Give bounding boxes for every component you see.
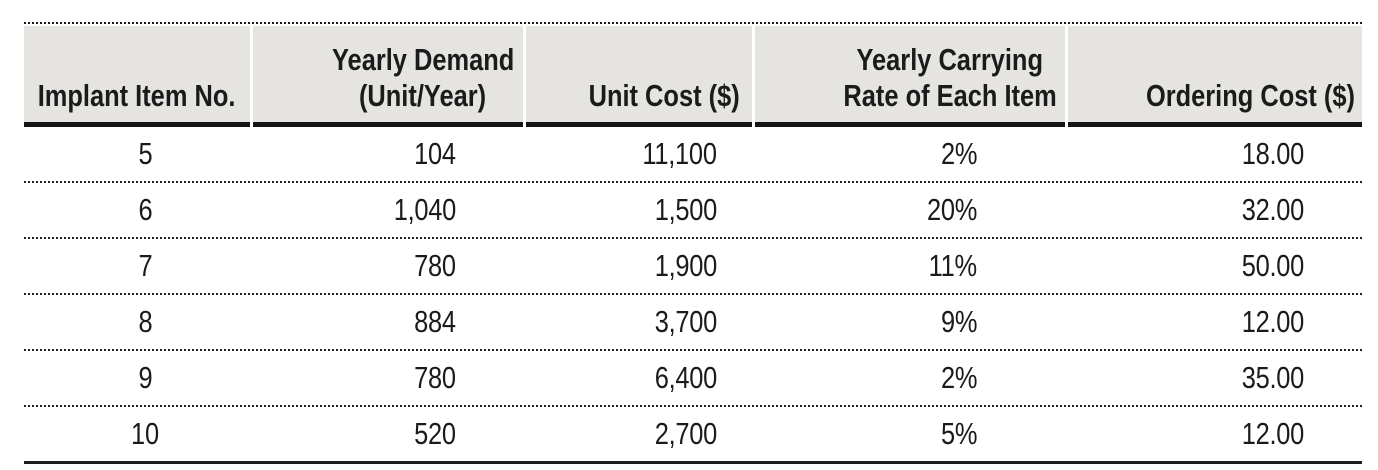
header-cell-unit-cost: Unit Cost ($) bbox=[526, 26, 752, 127]
cell-implant-item-no: 10 bbox=[24, 407, 250, 461]
cell-ordering-cost: 12.00 bbox=[1068, 407, 1362, 461]
cell-value: 1,500 bbox=[654, 192, 718, 227]
cell-unit-cost: 11,100 bbox=[526, 127, 752, 181]
cell-yearly-demand: 780 bbox=[253, 351, 523, 405]
cell-value: 9 bbox=[138, 360, 152, 395]
cell-value: 35.00 bbox=[1241, 360, 1305, 395]
cell-yearly-demand: 884 bbox=[253, 295, 523, 349]
header-label-line2: (Unit/Year) bbox=[359, 78, 487, 113]
cell-value: 780 bbox=[414, 248, 456, 283]
cell-yearly-demand: 104 bbox=[253, 127, 523, 181]
cell-implant-item-no: 5 bbox=[24, 127, 250, 181]
cell-value: 104 bbox=[414, 136, 456, 171]
cell-unit-cost: 1,500 bbox=[526, 183, 752, 237]
cell-value: 6,400 bbox=[654, 360, 718, 395]
cell-value: 12.00 bbox=[1241, 416, 1305, 451]
header-label-line2: Rate of Each Item bbox=[843, 78, 1057, 113]
cell-value: 2% bbox=[940, 360, 978, 395]
cell-ordering-cost: 12.00 bbox=[1068, 295, 1362, 349]
cell-value: 9% bbox=[940, 304, 978, 339]
cell-value: 10 bbox=[131, 416, 159, 451]
cell-ordering-cost: 32.00 bbox=[1068, 183, 1362, 237]
header-cell-carrying-rate: Yearly Carrying Rate of Each Item bbox=[755, 26, 1065, 127]
cell-carrying-rate: 5% bbox=[755, 407, 1065, 461]
cell-value: 18.00 bbox=[1241, 136, 1305, 171]
table-body: 5 104 11,100 2% 18.00 6 1,040 1,500 20% … bbox=[24, 127, 1362, 464]
cell-yearly-demand: 1,040 bbox=[253, 183, 523, 237]
cell-value: 7 bbox=[138, 248, 152, 283]
cell-value: 884 bbox=[414, 304, 456, 339]
cell-unit-cost: 2,700 bbox=[526, 407, 752, 461]
cell-value: 5% bbox=[940, 416, 978, 451]
cell-implant-item-no: 8 bbox=[24, 295, 250, 349]
cell-yearly-demand: 780 bbox=[253, 239, 523, 293]
cell-value: 11,100 bbox=[642, 136, 718, 171]
cell-value: 3,700 bbox=[654, 304, 718, 339]
table-row: 7 780 1,900 11% 50.00 bbox=[24, 239, 1362, 295]
cell-value: 20% bbox=[926, 192, 977, 227]
cell-value: 5 bbox=[138, 136, 152, 171]
header-cell-ordering-cost: Ordering Cost ($) bbox=[1068, 26, 1362, 127]
cell-carrying-rate: 2% bbox=[755, 351, 1065, 405]
cell-value: 2,700 bbox=[654, 416, 718, 451]
cell-value: 11% bbox=[928, 248, 978, 283]
table-row: 6 1,040 1,500 20% 32.00 bbox=[24, 183, 1362, 239]
header-label-line1: Yearly Demand bbox=[331, 42, 515, 77]
cell-implant-item-no: 9 bbox=[24, 351, 250, 405]
cell-value: 50.00 bbox=[1241, 248, 1305, 283]
table-row: 5 104 11,100 2% 18.00 bbox=[24, 127, 1362, 183]
cell-unit-cost: 6,400 bbox=[526, 351, 752, 405]
header-cell-implant-item-no: Implant Item No. bbox=[24, 26, 250, 127]
cell-carrying-rate: 11% bbox=[755, 239, 1065, 293]
cell-carrying-rate: 9% bbox=[755, 295, 1065, 349]
header-cell-yearly-demand: Yearly Demand (Unit/Year) bbox=[253, 26, 523, 127]
cell-carrying-rate: 20% bbox=[755, 183, 1065, 237]
table-row: 9 780 6,400 2% 35.00 bbox=[24, 351, 1362, 407]
cell-value: 1,900 bbox=[654, 248, 718, 283]
cell-value: 12.00 bbox=[1241, 304, 1305, 339]
cell-value: 32.00 bbox=[1241, 192, 1305, 227]
cell-ordering-cost: 50.00 bbox=[1068, 239, 1362, 293]
cell-value: 6 bbox=[138, 192, 152, 227]
data-table: Implant Item No. Yearly Demand (Unit/Yea… bbox=[24, 22, 1362, 464]
cell-carrying-rate: 2% bbox=[755, 127, 1065, 181]
table-row: 8 884 3,700 9% 12.00 bbox=[24, 295, 1362, 351]
header-label: Implant Item No. bbox=[38, 78, 236, 113]
cell-implant-item-no: 7 bbox=[24, 239, 250, 293]
table-row: 10 520 2,700 5% 12.00 bbox=[24, 407, 1362, 464]
cell-unit-cost: 3,700 bbox=[526, 295, 752, 349]
cell-unit-cost: 1,900 bbox=[526, 239, 752, 293]
cell-ordering-cost: 18.00 bbox=[1068, 127, 1362, 181]
table-header-row: Implant Item No. Yearly Demand (Unit/Yea… bbox=[24, 22, 1362, 127]
header-label-line1: Yearly Carrying bbox=[856, 42, 1044, 77]
header-label: Ordering Cost ($) bbox=[1145, 78, 1355, 113]
cell-value: 780 bbox=[414, 360, 456, 395]
cell-value: 520 bbox=[414, 416, 456, 451]
cell-value: 1,040 bbox=[393, 192, 457, 227]
cell-implant-item-no: 6 bbox=[24, 183, 250, 237]
cell-yearly-demand: 520 bbox=[253, 407, 523, 461]
header-label: Unit Cost ($) bbox=[588, 78, 740, 113]
cell-value: 8 bbox=[138, 304, 152, 339]
cell-value: 2% bbox=[940, 136, 978, 171]
cell-ordering-cost: 35.00 bbox=[1068, 351, 1362, 405]
